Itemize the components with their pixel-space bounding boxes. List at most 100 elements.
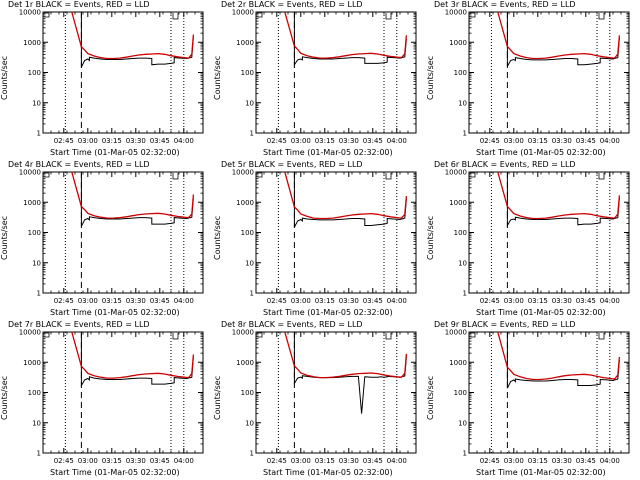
y-tick-label: 1 xyxy=(37,450,41,458)
chart-svg: 1 10 100 1000 10000 02:45 03:00 03:15 03:30 03:45… xyxy=(19,329,204,465)
y-axis-label: Counts/sec xyxy=(213,375,222,420)
x-tick-label: 03:15 xyxy=(102,297,122,305)
chart-svg: 1 10 100 1000 10000 02:45 03:00 03:15 03:30 03:45… xyxy=(232,329,417,465)
corner-marker xyxy=(598,13,605,20)
corner-marker xyxy=(44,332,50,338)
x-tick-label: 03:15 xyxy=(315,137,335,145)
x-tick-label: 02:45 xyxy=(480,297,500,305)
x-axis-label: Start Time (01-Mar-05 02:32:00) xyxy=(263,468,393,477)
y-tick-label: 10000 xyxy=(445,9,467,17)
panel-title: Det 4r BLACK = Events, RED = LLD xyxy=(8,160,150,169)
y-tick-label: 100 xyxy=(454,389,467,397)
y-axis-label: Counts/sec xyxy=(0,55,9,100)
x-tick-label: 02:45 xyxy=(267,137,287,145)
y-tick-label: 10 xyxy=(458,259,467,267)
chart-svg: 1 10 100 1000 10000 02:45 03:00 03:15 03:30 03:45… xyxy=(232,169,417,305)
chart-svg: 1 10 100 1000 10000 02:45 03:00 03:15 03:30 03:45… xyxy=(445,9,630,145)
x-tick-label: 03:15 xyxy=(102,137,122,145)
lld-series-line xyxy=(284,172,408,220)
y-tick-label: 1 xyxy=(250,290,254,298)
detector-panel: 1 10 100 1000 10000 02:45 03:00 03:15 03:30 03:45… xyxy=(213,320,426,480)
y-tick-label: 10000 xyxy=(19,169,41,177)
panel-title: Det 9r BLACK = Events, RED = LLD xyxy=(434,320,576,329)
y-tick-label: 1 xyxy=(463,450,467,458)
events-series-line xyxy=(80,332,194,388)
x-tick-label: 03:00 xyxy=(291,457,311,465)
panel-title: Det 5r BLACK = Events, RED = LLD xyxy=(221,160,363,169)
x-tick-label: 02:45 xyxy=(480,137,500,145)
x-tick-label: 03:00 xyxy=(504,137,524,145)
y-tick-label: 10 xyxy=(32,419,41,427)
x-tick-label: 03:00 xyxy=(291,137,311,145)
corner-marker xyxy=(470,12,476,18)
x-tick-label: 03:15 xyxy=(528,137,548,145)
lld-series-line xyxy=(71,172,195,219)
corner-marker xyxy=(385,13,392,20)
x-tick-label: 04:00 xyxy=(174,297,194,305)
y-tick-label: 10 xyxy=(245,99,254,107)
panel-title: Det 7r BLACK = Events, RED = LLD xyxy=(8,320,150,329)
y-axis-label: Counts/sec xyxy=(0,375,9,420)
x-axis-label: Start Time (01-Mar-05 02:32:00) xyxy=(263,148,393,157)
y-axis-label: Counts/sec xyxy=(426,215,435,260)
corner-marker xyxy=(257,12,263,18)
detector-panel: 1 10 100 1000 10000 02:45 03:00 03:15 03:30 03:45… xyxy=(213,0,426,160)
events-series-line xyxy=(506,332,620,389)
x-axis-label: Start Time (01-Mar-05 02:32:00) xyxy=(476,468,606,477)
x-tick-label: 03:15 xyxy=(528,297,548,305)
detector-panel: 1 10 100 1000 10000 02:45 03:00 03:15 03:30 03:45… xyxy=(0,0,213,160)
lld-series-line xyxy=(497,12,621,60)
y-axis-label: Counts/sec xyxy=(213,215,222,260)
y-tick-label: 100 xyxy=(28,229,41,237)
chart-svg: 1 10 100 1000 10000 02:45 03:00 03:15 03:30 03:45… xyxy=(19,169,204,305)
corner-marker xyxy=(470,332,476,338)
y-axis-label: Counts/sec xyxy=(213,55,222,100)
y-tick-label: 10000 xyxy=(445,329,467,337)
corner-marker xyxy=(172,333,179,340)
x-tick-label: 03:00 xyxy=(291,297,311,305)
y-tick-label: 1000 xyxy=(236,199,254,207)
detector-panel: 1 10 100 1000 10000 02:45 03:00 03:15 03:30 03:45… xyxy=(426,160,639,320)
y-axis-label: Counts/sec xyxy=(426,55,435,100)
detector-panel: 1 10 100 1000 10000 02:45 03:00 03:15 03:30 03:45… xyxy=(426,320,639,480)
x-tick-label: 02:45 xyxy=(54,137,74,145)
y-tick-label: 1000 xyxy=(23,39,41,47)
x-tick-label: 02:45 xyxy=(267,457,287,465)
lld-series-line xyxy=(71,12,195,60)
y-tick-label: 1000 xyxy=(23,359,41,367)
x-tick-label: 03:30 xyxy=(552,297,572,305)
chart-svg: 1 10 100 1000 10000 02:45 03:00 03:15 03:30 03:45… xyxy=(445,329,630,465)
corner-marker xyxy=(257,172,263,178)
y-tick-label: 1 xyxy=(250,450,254,458)
events-series-line xyxy=(80,172,194,227)
x-tick-label: 04:00 xyxy=(600,137,620,145)
chart-svg: 1 10 100 1000 10000 02:45 03:00 03:15 03:30 03:45… xyxy=(232,9,417,145)
x-tick-label: 03:45 xyxy=(150,297,170,305)
y-tick-label: 10 xyxy=(458,99,467,107)
x-tick-label: 03:30 xyxy=(126,137,146,145)
panel-title: Det 2r BLACK = Events, RED = LLD xyxy=(221,0,363,9)
x-tick-label: 03:45 xyxy=(576,297,596,305)
plot-frame xyxy=(42,171,204,294)
y-tick-label: 10 xyxy=(245,259,254,267)
x-tick-label: 03:00 xyxy=(504,297,524,305)
plot-frame xyxy=(468,331,630,454)
y-tick-label: 10 xyxy=(245,419,254,427)
x-tick-label: 02:45 xyxy=(267,297,287,305)
x-tick-label: 03:15 xyxy=(315,457,335,465)
panel-title: Det 1r BLACK = Events, RED = LLD xyxy=(8,0,150,9)
y-tick-label: 10000 xyxy=(19,329,41,337)
y-tick-label: 1000 xyxy=(449,199,467,207)
x-tick-label: 03:45 xyxy=(363,297,383,305)
x-tick-label: 03:45 xyxy=(363,457,383,465)
corner-marker xyxy=(598,173,605,180)
events-series-line xyxy=(293,332,407,414)
y-axis-label: Counts/sec xyxy=(426,375,435,420)
events-series-line xyxy=(293,12,407,67)
chart-svg: 1 10 100 1000 10000 02:45 03:00 03:15 03:30 03:45… xyxy=(19,9,204,145)
y-axis-label: Counts/sec xyxy=(0,215,9,260)
y-tick-label: 100 xyxy=(454,69,467,77)
x-tick-label: 04:00 xyxy=(387,297,407,305)
plot-frame xyxy=(42,11,204,134)
